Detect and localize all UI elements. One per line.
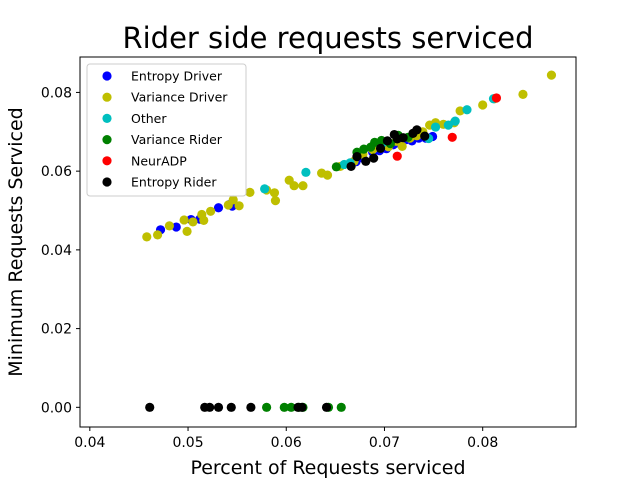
- data-point: [142, 232, 152, 242]
- legend-marker: [102, 113, 112, 123]
- data-point: [392, 151, 402, 161]
- data-point: [246, 402, 256, 412]
- x-axis-ticks: 0.04 0.05 0.06 0.07 0.08: [74, 427, 498, 451]
- data-point: [346, 161, 356, 172]
- data-point: [260, 184, 270, 194]
- legend-marker: [102, 177, 112, 187]
- chart-title: Rider side requests serviced: [122, 21, 533, 55]
- y-tick-label: 0.06: [41, 164, 72, 180]
- data-point: [336, 402, 346, 412]
- y-tick-label: 0.08: [41, 85, 72, 101]
- data-point: [455, 106, 465, 116]
- data-point: [331, 162, 341, 172]
- data-point: [145, 402, 155, 412]
- data-point: [361, 156, 371, 166]
- data-point: [297, 402, 307, 412]
- data-point: [382, 136, 393, 146]
- series-entropy-rider: [145, 125, 430, 412]
- data-point: [430, 122, 441, 132]
- data-point: [245, 187, 255, 197]
- data-point: [420, 131, 430, 141]
- legend-label: Variance Rider: [131, 132, 223, 147]
- points-layer: [142, 70, 557, 412]
- data-point: [369, 153, 379, 163]
- data-point: [179, 215, 189, 225]
- data-point: [262, 402, 272, 412]
- data-point: [228, 195, 238, 205]
- data-point: [286, 402, 296, 412]
- data-point: [491, 93, 502, 103]
- data-point: [443, 120, 453, 130]
- y-axis-title: Minimum Requests Serviced: [5, 107, 27, 377]
- y-tick-label: 0.00: [41, 400, 72, 416]
- data-point: [206, 206, 216, 216]
- legend: Entropy Driver Variance Driver Other Varian…: [86, 63, 247, 197]
- data-point: [462, 105, 472, 115]
- y-tick-label: 0.04: [41, 243, 72, 259]
- data-point: [478, 100, 488, 110]
- data-point: [322, 170, 333, 180]
- x-tick-label: 0.07: [369, 435, 400, 451]
- data-point: [279, 402, 289, 412]
- series-neuradp: [392, 93, 502, 161]
- data-point: [397, 141, 407, 151]
- legend-label: NeurADP: [131, 153, 187, 168]
- data-point: [412, 125, 422, 135]
- x-tick-label: 0.06: [271, 435, 302, 451]
- data-point: [375, 143, 386, 153]
- legend-label: Other: [131, 111, 167, 126]
- data-point: [182, 226, 192, 236]
- legend-label: Variance Driver: [131, 90, 228, 105]
- data-point: [171, 222, 181, 232]
- data-point: [298, 181, 308, 191]
- x-tick-label: 0.05: [172, 435, 203, 451]
- plot-frame: [79, 56, 577, 428]
- data-point: [447, 132, 457, 142]
- x-tick-label: 0.08: [467, 435, 498, 451]
- data-point: [546, 70, 557, 80]
- legend-marker: [102, 92, 112, 102]
- x-axis-title: Percent of Requests serviced: [190, 457, 465, 479]
- legend-box: [86, 63, 247, 197]
- data-point: [289, 181, 299, 191]
- data-point: [199, 215, 209, 225]
- legend-marker: [102, 71, 112, 81]
- data-point: [301, 167, 311, 177]
- y-tick-label: 0.02: [41, 322, 72, 338]
- legend-label: Entropy Rider: [131, 175, 217, 190]
- data-point: [164, 221, 174, 231]
- data-point: [398, 133, 408, 143]
- data-point: [152, 230, 163, 240]
- y-axis-ticks: 0.00 0.02 0.04 0.06 0.08: [41, 85, 80, 416]
- data-point: [213, 402, 224, 412]
- data-point: [226, 402, 236, 412]
- data-point: [321, 402, 332, 412]
- x-tick-label: 0.04: [74, 435, 105, 451]
- data-point: [270, 196, 281, 206]
- data-point: [269, 188, 280, 198]
- data-point: [188, 217, 198, 227]
- data-point: [352, 151, 362, 162]
- legend-label: Entropy Driver: [131, 69, 223, 84]
- legend-marker: [102, 156, 112, 166]
- data-point: [450, 116, 460, 126]
- data-point: [518, 89, 528, 99]
- series-variance-rider: [262, 130, 413, 412]
- data-point: [234, 201, 244, 211]
- legend-marker: [102, 135, 112, 145]
- data-point: [205, 402, 215, 412]
- data-point: [213, 203, 224, 213]
